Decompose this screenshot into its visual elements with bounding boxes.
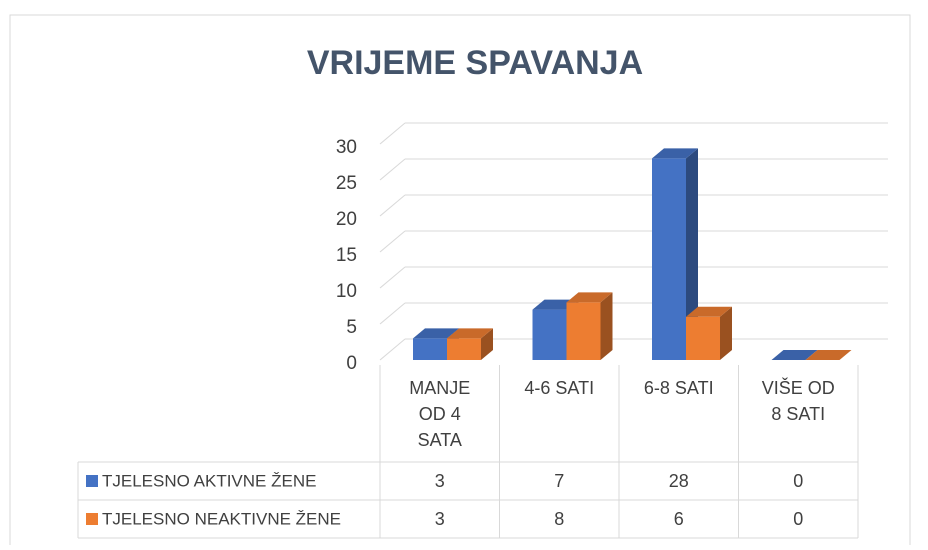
table-value: 28: [669, 471, 689, 491]
bar-front: [652, 158, 686, 360]
category-cell: 6-8 SATI: [643, 378, 714, 398]
grid-line: [379, 194, 406, 217]
bar-side: [686, 148, 698, 360]
table-value: 6: [674, 509, 684, 529]
bar-side: [600, 292, 613, 360]
table-value: 8: [554, 509, 564, 529]
y-tick-label: 30: [336, 137, 357, 158]
category-cell: 4-6 SATI: [524, 378, 595, 398]
bar-front: [447, 338, 481, 360]
legend-label: TJELESNO AKTIVNE ŽENE: [102, 471, 316, 490]
bar-front: [413, 338, 447, 360]
bar-side: [720, 306, 732, 360]
table-value: 0: [793, 509, 803, 529]
category-cell: VIŠE OD 8 SATI: [761, 378, 835, 424]
bar-top: [652, 148, 698, 159]
table-value: 0: [793, 471, 803, 491]
bar-top: [447, 328, 493, 339]
table-value: 7: [554, 471, 564, 491]
y-tick-label: 10: [336, 281, 357, 302]
category-cell: MANJE OD 4 SATA: [409, 378, 471, 450]
bar-top: [566, 292, 613, 303]
x-tick-label: 4-6 SATI: [524, 378, 595, 398]
y-tick-label: 25: [336, 173, 357, 194]
grid-line: [379, 338, 406, 361]
y-tick-label: 20: [336, 209, 357, 230]
y-tick-label: 0: [346, 353, 357, 374]
grid-line: [379, 122, 406, 145]
bar-front: [532, 309, 567, 360]
bar-top: [686, 306, 732, 317]
legend-key: [86, 513, 98, 525]
bar-side: [481, 328, 493, 360]
table-value: 3: [435, 471, 445, 491]
x-tick-label: VIŠE OD 8 SATI: [761, 378, 835, 424]
x-tick-label: MANJE OD 4 SATA: [409, 378, 471, 450]
y-tick-label: 5: [346, 317, 357, 338]
grid-line: [379, 230, 406, 253]
frame: [9, 14, 911, 550]
bar-front: [686, 316, 720, 360]
table-value: 3: [435, 509, 445, 529]
legend-label: TJELESNO NEAKTIVNE ŽENE: [102, 509, 341, 528]
bar-top: [413, 328, 459, 339]
grid-line: [379, 158, 406, 181]
grid-line: [379, 266, 406, 289]
chart-title: VRIJEME SPAVANJA: [307, 44, 643, 82]
grid-line: [379, 302, 406, 325]
bar-top: [771, 350, 818, 360]
y-tick-label: 15: [336, 245, 357, 266]
bar-front: [566, 302, 601, 360]
legend-key: [86, 475, 98, 487]
x-tick-label: 6-8 SATI: [643, 378, 714, 398]
bar-top: [805, 350, 852, 360]
